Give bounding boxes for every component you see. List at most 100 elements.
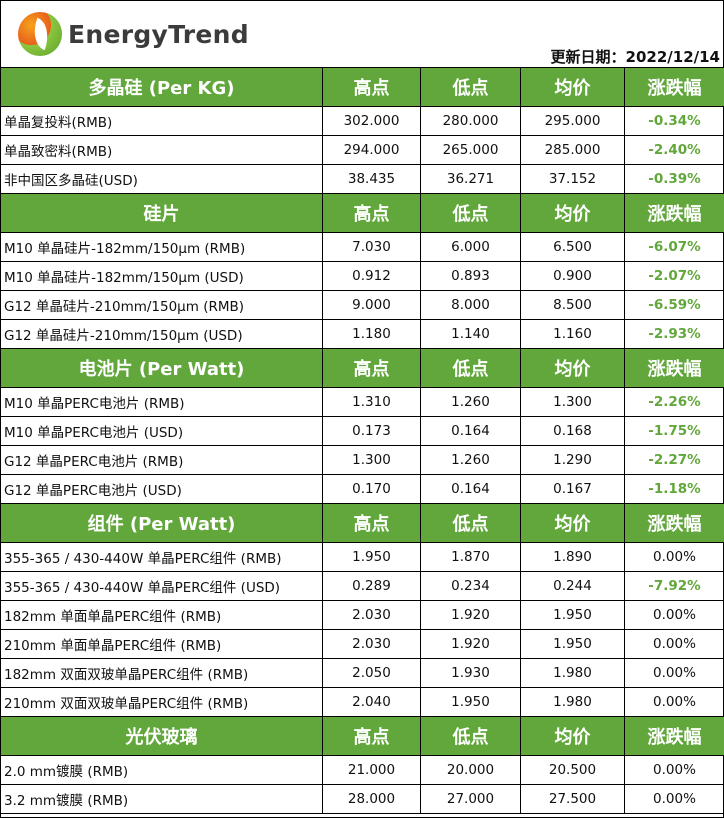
avg-cell: 1.300 [520, 387, 625, 417]
avg-cell: 0.168 [520, 416, 625, 446]
low-cell: 1.870 [420, 542, 521, 572]
product-name: 210mm 单面单晶PERC组件 (RMB) [0, 629, 323, 659]
column-header-avg: 均价 [520, 67, 625, 107]
low-cell: 1.930 [420, 658, 521, 688]
change-cell: 0.00% [624, 600, 724, 630]
avg-cell: 20.500 [520, 755, 625, 785]
column-header-avg: 均价 [520, 348, 625, 388]
table-row: G12 单晶硅片-210mm/150μm (USD) 1.180 1.140 1.16… [0, 319, 724, 349]
change-cell: -2.26% [624, 387, 724, 417]
high-cell: 1.180 [322, 319, 421, 349]
low-cell: 1.950 [420, 687, 521, 717]
avg-cell: 285.000 [520, 135, 625, 165]
column-header-low: 低点 [420, 716, 521, 756]
change-cell: -7.92% [624, 571, 724, 601]
table-row: 210mm 双面双玻单晶PERC组件 (RMB) 2.040 1.950 1.980 0… [0, 687, 724, 717]
column-header-low: 低点 [420, 193, 521, 233]
column-header-change: 涨跌幅 [624, 67, 724, 107]
product-name: G12 单晶PERC电池片 (RMB) [0, 445, 323, 475]
product-name: 355-365 / 430-440W 单晶PERC组件 (RMB) [0, 542, 323, 572]
high-cell: 2.050 [322, 658, 421, 688]
product-name: 2.0 mm镀膜 (RMB) [0, 755, 323, 785]
section-title: 硅片 [0, 193, 323, 233]
change-cell: 0.00% [624, 658, 724, 688]
column-header-low: 低点 [420, 503, 521, 543]
product-name: 单晶致密料(RMB) [0, 135, 323, 165]
avg-cell: 6.500 [520, 232, 625, 262]
change-cell: -0.34% [624, 106, 724, 136]
table-row: M10 单晶硅片-182mm/150μm (RMB) 7.030 6.000 6.50… [0, 232, 724, 262]
avg-cell: 1.980 [520, 687, 625, 717]
change-cell: 0.00% [624, 629, 724, 659]
product-name: 3.2 mm镀膜 (RMB) [0, 784, 323, 814]
table-row: G12 单晶PERC电池片 (RMB) 1.300 1.260 1.290 -2.27% [0, 445, 724, 475]
low-cell: 1.920 [420, 629, 521, 659]
column-header-high: 高点 [322, 193, 421, 233]
column-header-high: 高点 [322, 348, 421, 388]
low-cell: 0.234 [420, 571, 521, 601]
table-row: 3.2 mm镀膜 (RMB) 28.000 27.000 27.500 0.00% [0, 784, 724, 814]
product-name: 355-365 / 430-440W 单晶PERC组件 (USD) [0, 571, 323, 601]
product-name: 182mm 单面单晶PERC组件 (RMB) [0, 600, 323, 630]
high-cell: 9.000 [322, 290, 421, 320]
high-cell: 1.300 [322, 445, 421, 475]
section-title: 组件 (Per Watt) [0, 503, 323, 543]
section-header: 组件 (Per Watt) 高点 低点 均价 涨跌幅 [0, 503, 724, 543]
column-header-change: 涨跌幅 [624, 503, 724, 543]
table-row: 单晶致密料(RMB) 294.000 265.000 285.000 -2.40% [0, 135, 724, 165]
high-cell: 0.173 [322, 416, 421, 446]
section-header: 电池片 (Per Watt) 高点 低点 均价 涨跌幅 [0, 348, 724, 388]
change-cell: -6.07% [624, 232, 724, 262]
high-cell: 2.030 [322, 600, 421, 630]
high-cell: 302.000 [322, 106, 421, 136]
avg-cell: 27.500 [520, 784, 625, 814]
product-name: 182mm 双面双玻单晶PERC组件 (RMB) [0, 658, 323, 688]
high-cell: 38.435 [322, 164, 421, 194]
product-name: 单晶复投料(RMB) [0, 106, 323, 136]
column-header-avg: 均价 [520, 193, 625, 233]
low-cell: 1.920 [420, 600, 521, 630]
change-cell: -1.18% [624, 474, 724, 504]
section-header: 光伏玻璃 高点 低点 均价 涨跌幅 [0, 716, 724, 756]
price-table: 多晶硅 (Per KG) 高点 低点 均价 涨跌幅 单晶复投料(RMB) 302.000 28… [0, 67, 724, 814]
avg-cell: 1.160 [520, 319, 625, 349]
leaf-logo-icon [18, 12, 62, 56]
product-name: M10 单晶PERC电池片 (RMB) [0, 387, 323, 417]
product-name: 非中国区多晶硅(USD) [0, 164, 323, 194]
table-row: 210mm 单面单晶PERC组件 (RMB) 2.030 1.920 1.950 0.0… [0, 629, 724, 659]
column-header-avg: 均价 [520, 716, 625, 756]
high-cell: 0.289 [322, 571, 421, 601]
change-cell: 0.00% [624, 784, 724, 814]
change-cell: -1.75% [624, 416, 724, 446]
section-header: 多晶硅 (Per KG) 高点 低点 均价 涨跌幅 [0, 67, 724, 107]
column-header-high: 高点 [322, 67, 421, 107]
logo-text: EnergyTrend [68, 19, 249, 49]
change-cell: -2.93% [624, 319, 724, 349]
avg-cell: 1.290 [520, 445, 625, 475]
change-cell: 0.00% [624, 687, 724, 717]
avg-cell: 37.152 [520, 164, 625, 194]
high-cell: 1.310 [322, 387, 421, 417]
avg-cell: 0.900 [520, 261, 625, 291]
update-date: 更新日期：2022/12/14 [550, 48, 720, 66]
avg-cell: 1.890 [520, 542, 625, 572]
energytrend-logo: EnergyTrend [18, 12, 249, 56]
table-row: 355-365 / 430-440W 单晶PERC组件 (USD) 0.289 0.… [0, 571, 724, 601]
table-row: G12 单晶PERC电池片 (USD) 0.170 0.164 0.167 -1.18% [0, 474, 724, 504]
change-cell: 0.00% [624, 542, 724, 572]
column-header-avg: 均价 [520, 503, 625, 543]
avg-cell: 295.000 [520, 106, 625, 136]
column-header-low: 低点 [420, 348, 521, 388]
table-row: 单晶复投料(RMB) 302.000 280.000 295.000 -0.34% [0, 106, 724, 136]
low-cell: 0.164 [420, 474, 521, 504]
low-cell: 0.164 [420, 416, 521, 446]
product-name: 210mm 双面双玻单晶PERC组件 (RMB) [0, 687, 323, 717]
high-cell: 21.000 [322, 755, 421, 785]
product-name: M10 单晶硅片-182mm/150μm (RMB) [0, 232, 323, 262]
change-cell: -2.27% [624, 445, 724, 475]
table-row: 非中国区多晶硅(USD) 38.435 36.271 37.152 -0.39% [0, 164, 724, 194]
table-row: G12 单晶硅片-210mm/150μm (RMB) 9.000 8.000 8.50… [0, 290, 724, 320]
table-row: M10 单晶PERC电池片 (RMB) 1.310 1.260 1.300 -2.26% [0, 387, 724, 417]
low-cell: 20.000 [420, 755, 521, 785]
high-cell: 7.030 [322, 232, 421, 262]
